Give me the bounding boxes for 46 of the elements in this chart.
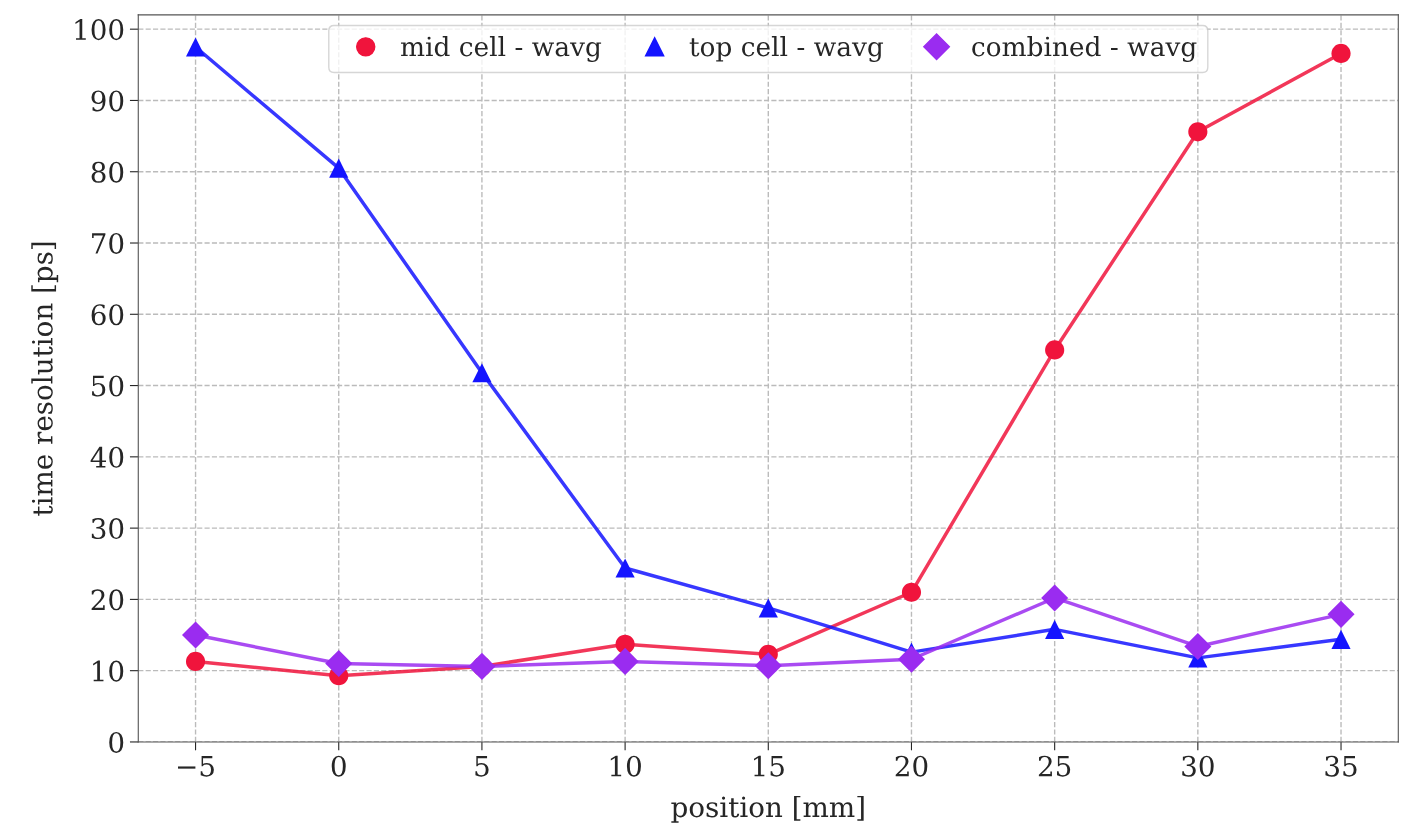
x-tick-label: 0: [331, 755, 346, 777]
y-tick-label: 60: [91, 304, 124, 326]
y-tick-label: 80: [91, 161, 124, 183]
x-tick-label: 10: [610, 755, 641, 777]
point: [1331, 629, 1351, 649]
point: [185, 651, 206, 671]
point: [1041, 584, 1069, 612]
legend-label: combined - wavg: [972, 36, 1197, 62]
point: [182, 621, 210, 649]
y-tick-label: 0: [109, 731, 124, 753]
x-tick-label: 30: [1182, 755, 1214, 777]
point: [468, 652, 496, 680]
y-tick-label: 50: [92, 375, 124, 397]
point: [901, 582, 922, 602]
point: [615, 558, 635, 578]
y-axis-title: time resolution [ps]: [31, 242, 59, 516]
point: [611, 647, 639, 675]
point: [1045, 340, 1065, 360]
y-tick-label: 100: [75, 19, 124, 41]
x-tick-label: −5: [178, 756, 214, 777]
point: [758, 598, 778, 618]
point: [472, 363, 492, 383]
y-tick-label: 10: [93, 660, 124, 682]
point: [1327, 600, 1355, 628]
point: [1045, 619, 1065, 639]
legend-label: top cell - wavg: [689, 36, 884, 62]
x-tick-label: 5: [475, 756, 489, 777]
legend-label: mid cell - wavg: [400, 36, 602, 62]
x-tick-label: 15: [754, 755, 784, 777]
point: [185, 37, 206, 57]
x-tick-label: 25: [1038, 755, 1071, 777]
point: [754, 652, 782, 680]
point: [325, 650, 353, 678]
point: [1331, 43, 1351, 63]
y-tick-label: 30: [91, 518, 124, 540]
y-tick-label: 20: [91, 589, 124, 611]
x-axis-title: position [mm]: [671, 795, 864, 823]
point: [1184, 632, 1212, 660]
point: [897, 645, 926, 673]
y-tick-label: 70: [92, 232, 124, 254]
y-tick-label: 90: [91, 90, 124, 112]
x-tick-label: 20: [895, 755, 928, 777]
x-tick-label: 35: [1325, 755, 1357, 777]
point: [1188, 122, 1208, 142]
point: [329, 158, 349, 178]
y-tick-label: 40: [90, 446, 124, 468]
